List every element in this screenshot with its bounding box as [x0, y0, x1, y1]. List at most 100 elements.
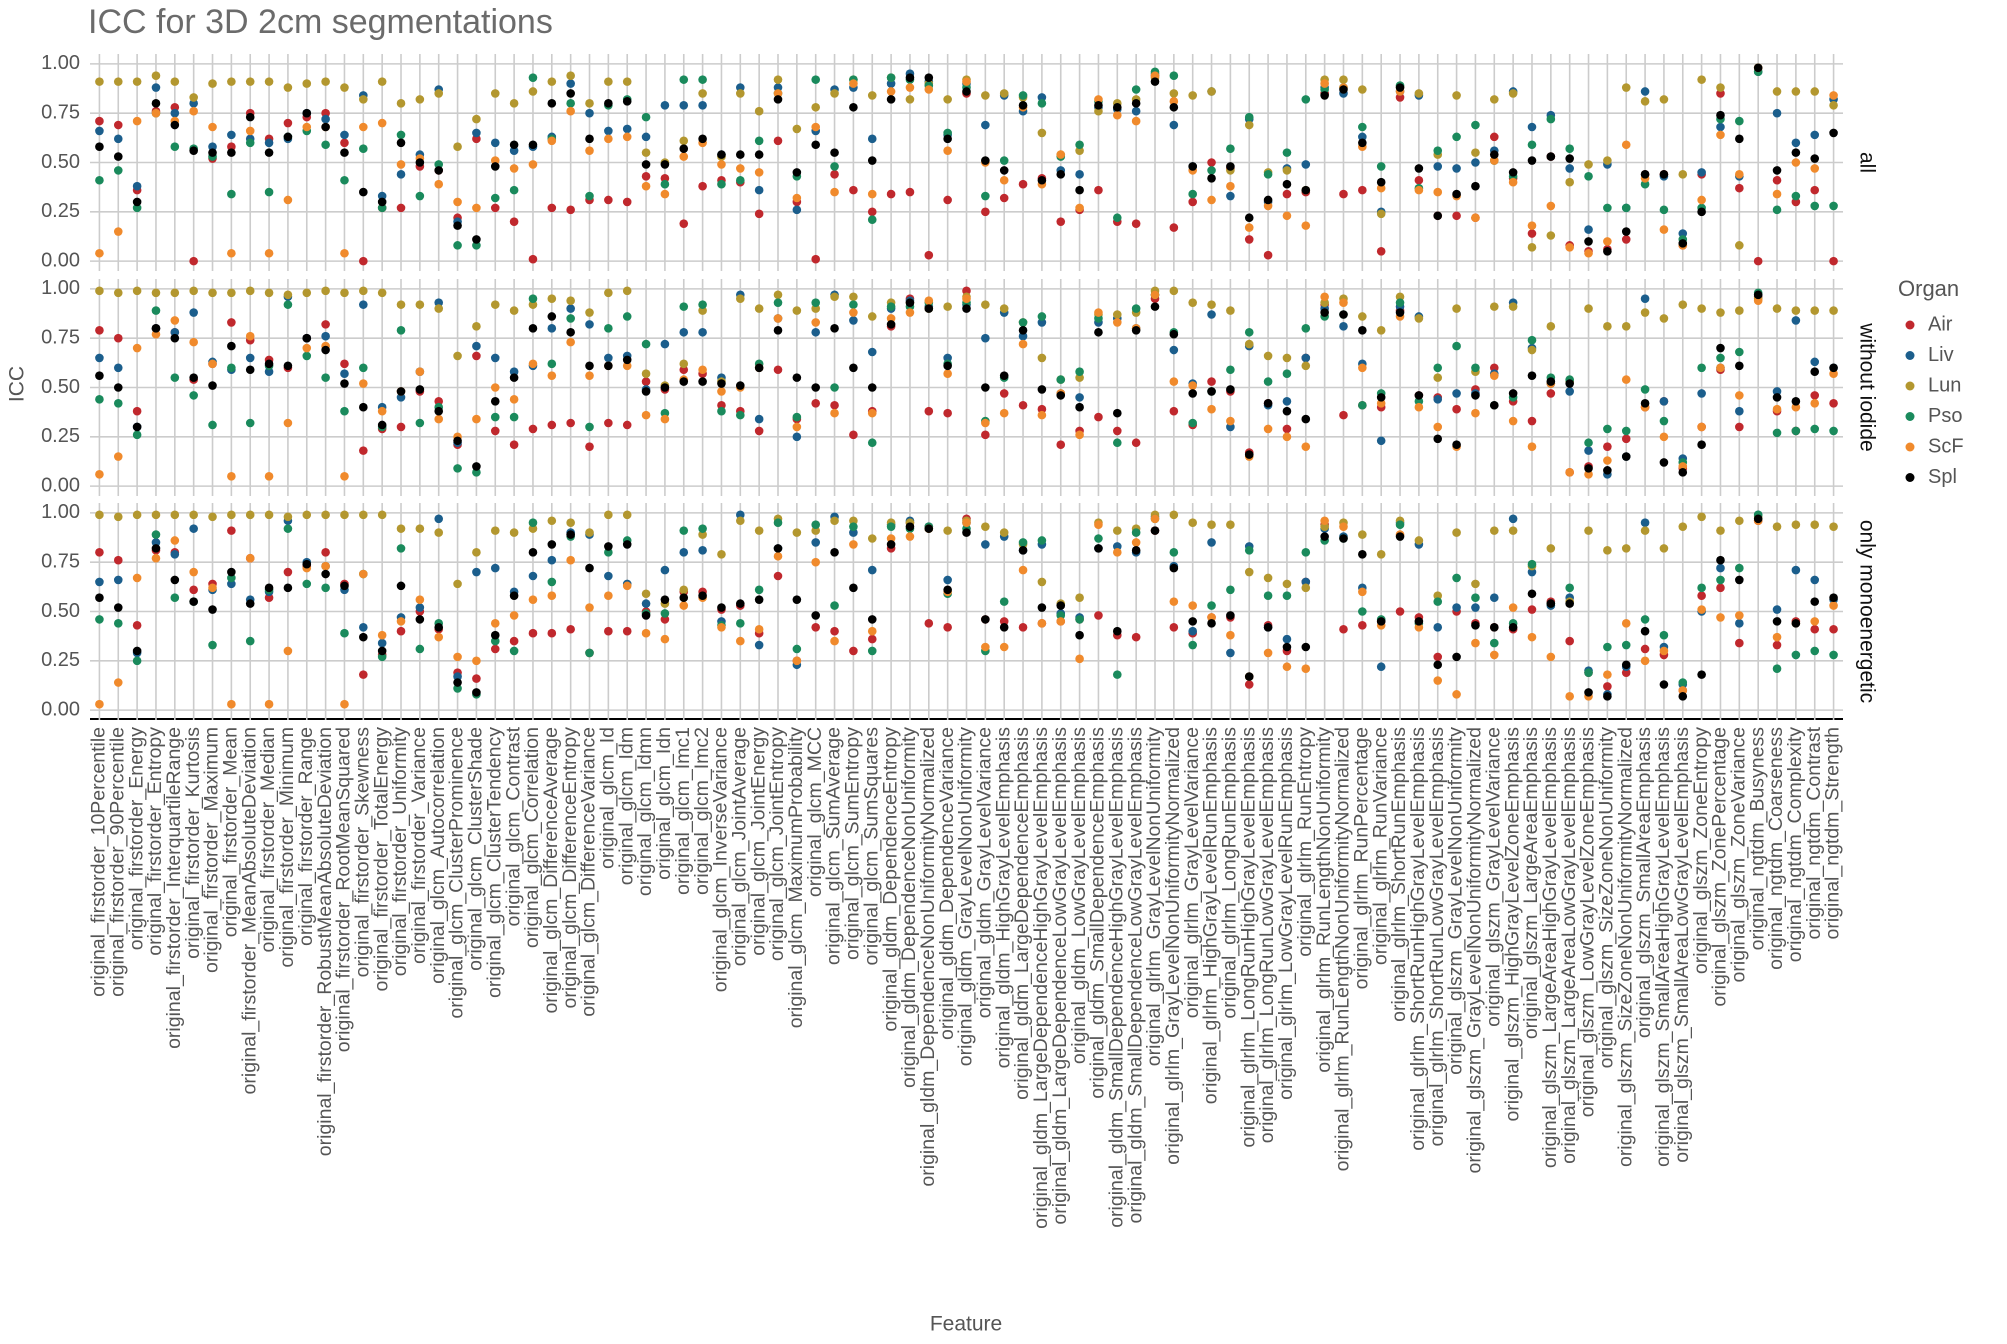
- data-point: [302, 333, 312, 343]
- data-point: [660, 100, 670, 110]
- data-point: [1584, 248, 1593, 258]
- data-point: [1489, 650, 1499, 660]
- data-point: [1094, 314, 1103, 323]
- data-point: [1584, 304, 1593, 313]
- data-point: [1018, 318, 1028, 327]
- data-point: [604, 548, 613, 557]
- data-point: [1810, 164, 1820, 173]
- data-point: [509, 646, 519, 656]
- data-point: [1508, 168, 1518, 177]
- data-point: [1659, 225, 1669, 234]
- data-point: [641, 160, 651, 169]
- data-point: [981, 156, 990, 165]
- data-point: [999, 193, 1009, 203]
- x-tick-label: original_glszm_GrayLevelNonUniformityNor…: [1464, 727, 1486, 1174]
- data-point: [283, 300, 293, 309]
- data-point: [1452, 573, 1461, 583]
- data-point: [754, 150, 764, 159]
- data-point: [1735, 638, 1744, 648]
- data-point: [490, 619, 500, 628]
- data-point: [1263, 195, 1273, 205]
- data-point: [1207, 195, 1216, 205]
- data-point: [566, 106, 575, 116]
- data-point: [1659, 95, 1669, 104]
- data-point: [1037, 353, 1047, 363]
- data-point: [811, 327, 821, 337]
- x-tick-label: original_firstorder_90Percentile: [106, 727, 128, 997]
- data-point: [754, 624, 764, 634]
- data-point: [773, 95, 783, 104]
- data-point: [773, 544, 783, 553]
- data-point: [1659, 646, 1669, 656]
- data-point: [604, 361, 613, 371]
- data-point: [547, 324, 557, 333]
- data-point: [264, 248, 274, 258]
- data-point: [283, 83, 293, 92]
- data-point: [132, 197, 142, 207]
- y-tick-label: 0.50: [41, 600, 80, 622]
- data-point: [679, 593, 689, 602]
- data-point: [1207, 87, 1216, 96]
- data-point: [434, 622, 444, 632]
- data-point: [1452, 528, 1461, 537]
- data-point: [622, 361, 632, 371]
- data-point: [1320, 532, 1329, 541]
- data-point: [1244, 112, 1254, 122]
- x-tick-label: original_glrlm_RunEntropy: [1294, 727, 1316, 957]
- data-point: [1301, 185, 1311, 195]
- data-point: [1640, 398, 1650, 408]
- data-point: [999, 89, 1009, 98]
- data-point: [773, 551, 783, 561]
- data-point: [472, 341, 481, 351]
- data-point: [792, 644, 802, 654]
- data-point: [1282, 424, 1292, 434]
- data-point: [1358, 325, 1367, 335]
- data-point: [1207, 158, 1216, 167]
- data-point: [302, 79, 312, 88]
- x-tick-label: original_gldm_HighGrayLevelEmphasis: [992, 727, 1014, 1069]
- data-point: [849, 316, 858, 325]
- data-point: [1527, 632, 1537, 642]
- data-point: [1263, 250, 1273, 260]
- data-point: [1037, 404, 1047, 414]
- data-point: [1697, 583, 1706, 593]
- data-point: [321, 373, 330, 382]
- data-point: [340, 288, 349, 298]
- data-point: [905, 83, 915, 92]
- data-point: [1376, 549, 1386, 559]
- data-point: [717, 549, 726, 559]
- data-point: [1659, 432, 1669, 442]
- data-point: [604, 288, 613, 298]
- data-point: [1018, 400, 1028, 410]
- data-point: [490, 156, 500, 165]
- data-point: [1565, 144, 1574, 153]
- data-point: [585, 361, 594, 371]
- data-point: [1244, 235, 1254, 244]
- data-point: [1094, 544, 1103, 553]
- data-point: [415, 418, 425, 428]
- data-point: [547, 555, 557, 565]
- y-tick-label: 1.00: [41, 52, 80, 74]
- data-point: [302, 108, 312, 118]
- data-point: [1433, 211, 1443, 221]
- data-point: [490, 353, 500, 363]
- data-point: [1452, 164, 1461, 173]
- data-point: [170, 327, 180, 337]
- data-point: [1131, 438, 1141, 448]
- data-point: [1263, 622, 1273, 632]
- data-point: [359, 379, 368, 388]
- data-point: [1621, 426, 1631, 436]
- data-point: [528, 73, 538, 82]
- data-point: [1339, 522, 1348, 531]
- data-point: [340, 130, 349, 140]
- data-point: [359, 622, 368, 632]
- data-point: [830, 601, 839, 610]
- data-point: [886, 189, 896, 199]
- data-point: [622, 124, 632, 134]
- data-point: [924, 73, 934, 82]
- data-point: [1603, 642, 1612, 652]
- data-point: [1508, 526, 1518, 535]
- data-point: [547, 516, 557, 526]
- data-point: [660, 615, 670, 624]
- data-point: [1037, 410, 1047, 420]
